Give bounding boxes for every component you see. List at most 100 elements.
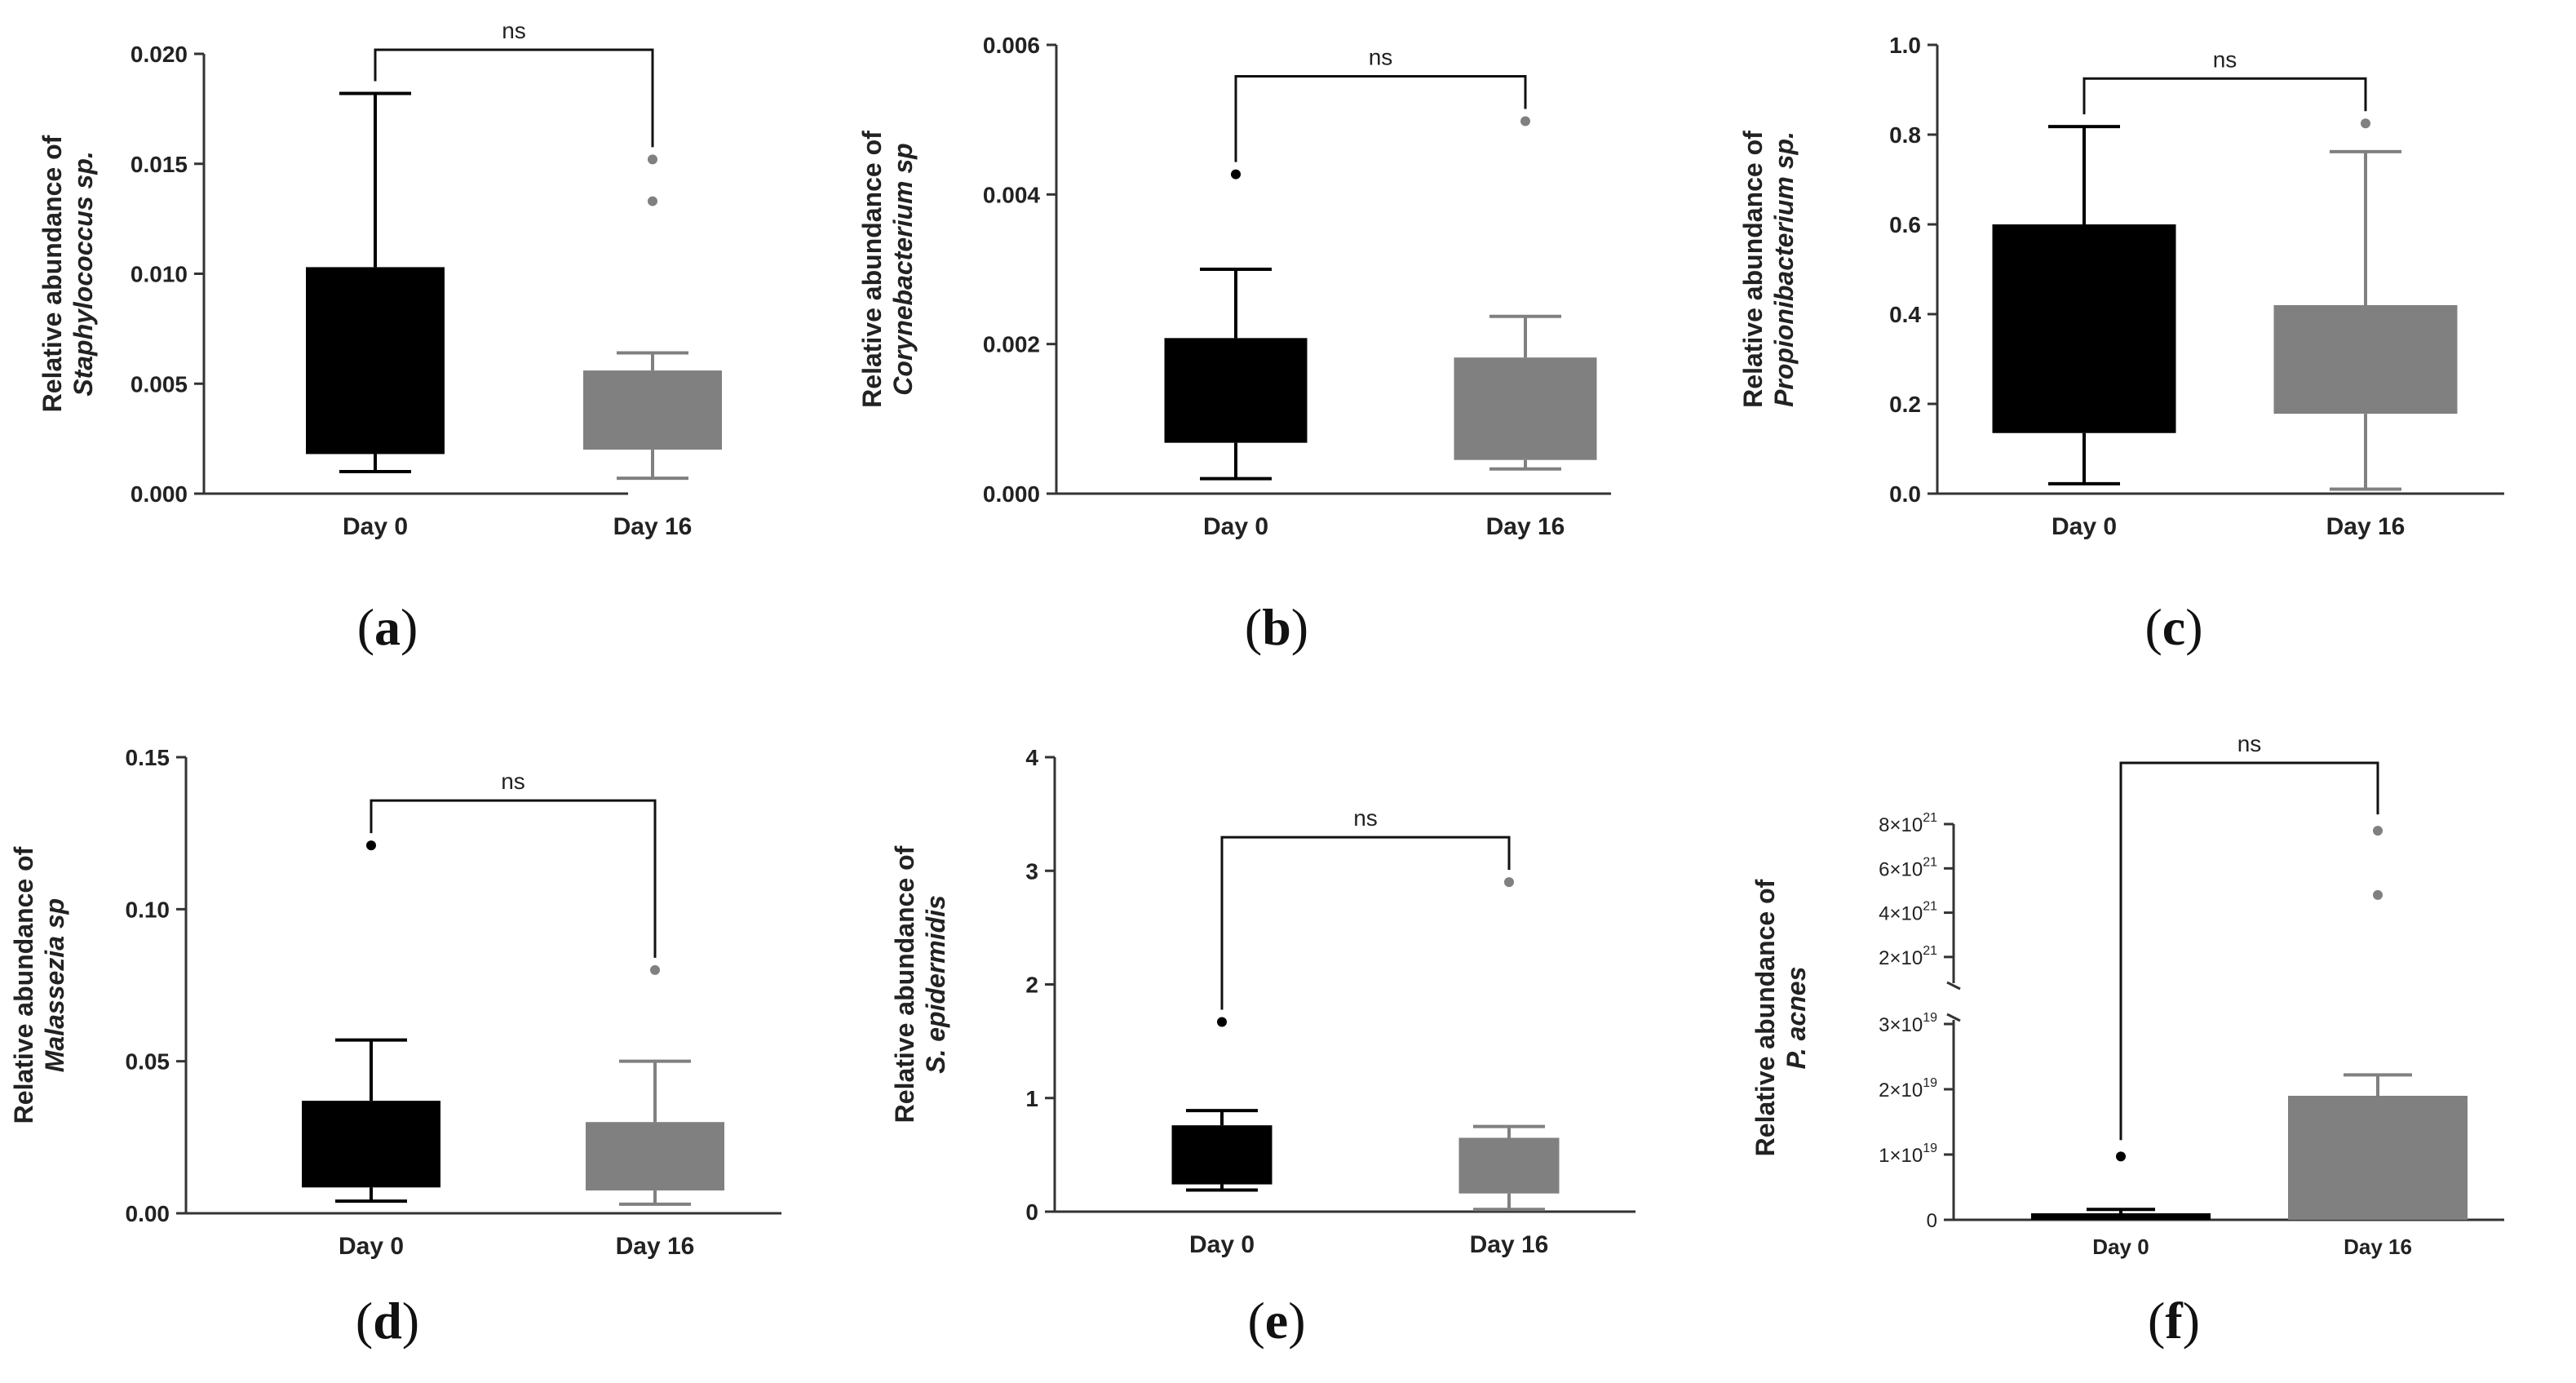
box-iqr	[2273, 305, 2458, 414]
panel-label: (a)	[357, 598, 418, 656]
x-tick-label: Day 16	[2344, 1235, 2412, 1259]
y-tick-mantissa: 1×10	[1879, 1145, 1923, 1167]
panel-label-open: (	[2148, 1292, 2165, 1350]
y-tick-label: 0.2	[1889, 392, 1921, 417]
panel-label: (c)	[2144, 598, 2202, 656]
outlier-point	[366, 840, 376, 851]
box-day-0	[302, 840, 440, 1203]
x-tick-label: Day 16	[2326, 513, 2406, 540]
y-tick-label: 0.8	[1889, 122, 1921, 148]
significance-label: ns	[2213, 47, 2237, 72]
box-iqr	[586, 1122, 724, 1191]
x-tick-label: Day 0	[2052, 513, 2117, 540]
y-tick-mantissa: 4×10	[1879, 903, 1923, 925]
y-tick-label: 0.10	[126, 897, 170, 922]
outlier-point	[650, 964, 660, 975]
panel-label: (e)	[1247, 1292, 1305, 1350]
y-tick-mantissa: 2×10	[1879, 1079, 1923, 1102]
y-tick-label: 8×1021	[1879, 811, 1937, 836]
y-tick-label: 2×1021	[1879, 944, 1937, 969]
box-day-16	[586, 964, 724, 1206]
y-axis-label-line2: S. epidermidis	[921, 895, 950, 1074]
y-tick-label: 0.006	[983, 33, 1040, 58]
y-tick-exponent: 21	[1923, 811, 1937, 825]
outlier-point	[648, 196, 657, 206]
box-iqr	[1171, 1125, 1273, 1185]
y-tick-exponent: 19	[1923, 1011, 1937, 1025]
panel-label-open: (	[1245, 598, 1262, 656]
x-tick-label: Day 0	[339, 1233, 404, 1260]
y-tick-label: 1×1019	[1879, 1141, 1937, 1167]
x-tick-label: Day 0	[1203, 513, 1268, 540]
outlier-point	[1217, 1017, 1227, 1027]
significance-bracket	[1234, 75, 1527, 162]
chart-panel-f: Relative abundance of P. acnes01×10192×10…	[1751, 731, 2504, 1350]
box-day-16	[1454, 116, 1597, 471]
y-tick-label: 0.020	[131, 42, 188, 67]
chart-panel-c: Relative abundance of Propionibacterium s…	[1738, 33, 2504, 656]
significance-bracket	[2082, 77, 2367, 115]
box-iqr	[583, 370, 722, 450]
significance-bracket	[370, 799, 657, 958]
panel-label-letter: f	[2165, 1292, 2183, 1350]
outlier-point	[2361, 118, 2370, 129]
y-tick-label: 0.15	[126, 745, 170, 770]
y-tick-label: 0.000	[983, 481, 1040, 507]
significance-bracket	[374, 48, 654, 148]
panel-label: (f)	[2148, 1292, 2200, 1350]
y-tick-mantissa: 2×10	[1879, 947, 1923, 969]
chart-panel-b: Relative abundance of Corynebacterium sp 0…	[857, 33, 1611, 656]
y-tick-exponent: 21	[1923, 900, 1937, 914]
y-tick-label: 0.010	[131, 262, 188, 287]
significance-label: ns	[2237, 731, 2262, 756]
box-day-0	[1992, 125, 2176, 485]
x-tick-label: Day 16	[1486, 513, 1565, 540]
y-tick-label: 1	[1025, 1086, 1038, 1111]
panel-label-letter: b	[1262, 598, 1291, 656]
y-tick-label: 6×1021	[1879, 855, 1937, 880]
y-tick-exponent: 19	[1923, 1141, 1937, 1155]
y-tick-mantissa: 6×10	[1879, 858, 1923, 880]
panel-label-close: )	[2185, 598, 2202, 656]
panel-label-open: (	[356, 1292, 373, 1350]
y-tick-label: 0.00	[126, 1201, 170, 1226]
bar-day-16	[2288, 826, 2468, 1220]
y-tick-label: 0	[1927, 1210, 1937, 1232]
axis-break-mark	[1946, 981, 1961, 991]
box-day-16	[1458, 877, 1560, 1212]
box-iqr	[1454, 357, 1597, 460]
box-iqr	[1164, 338, 1308, 443]
y-axis-label-line2: Propionibacterium sp.	[1769, 131, 1799, 407]
y-tick-label: 2×1019	[1879, 1076, 1937, 1102]
box-iqr	[1992, 224, 2176, 433]
y-tick-label: 0.6	[1889, 212, 1921, 237]
box-iqr	[302, 1101, 440, 1188]
y-axis-label-line1: Relative abundance of	[38, 135, 67, 412]
bar-rect	[2031, 1213, 2211, 1220]
chart-panel-a: Relative abundance of Staphylococcus sp. 0…	[38, 18, 722, 656]
y-tick-label: 4×1021	[1879, 900, 1937, 925]
y-tick-exponent: 21	[1923, 944, 1937, 958]
outlier-point	[1520, 116, 1530, 126]
y-tick-label: 3×1019	[1879, 1011, 1937, 1036]
y-axis-label: Relative abundance of Propionibacterium s…	[1738, 131, 1799, 408]
panel-label-open: (	[2144, 598, 2162, 656]
y-axis-label-line1: Relative abundance of	[857, 131, 887, 408]
y-tick-label: 0.015	[131, 152, 188, 177]
y-axis-label: Relative abundance of Malassezia sp	[9, 846, 69, 1124]
y-axis-label: Relative abundance of Corynebacterium sp	[857, 131, 918, 408]
y-tick-label: 0.002	[983, 332, 1040, 357]
panel-label-letter: d	[373, 1292, 402, 1350]
chart-panel-e: Relative abundance of S. epidermidis 0 1 2 3 4…	[890, 745, 1635, 1350]
x-tick-label: Day 0	[1189, 1231, 1255, 1258]
significance-bracket	[2119, 761, 2379, 1141]
panel-label-open: (	[1247, 1292, 1264, 1350]
y-tick-label: 0.000	[131, 481, 188, 507]
y-tick-exponent: 19	[1923, 1076, 1937, 1090]
y-tick-label: 0.005	[131, 371, 188, 397]
panel-label-close: )	[402, 1292, 419, 1350]
x-tick-label: Day 16	[613, 513, 693, 540]
panel-label-close: )	[1291, 598, 1308, 656]
outlier-point	[2373, 826, 2383, 836]
